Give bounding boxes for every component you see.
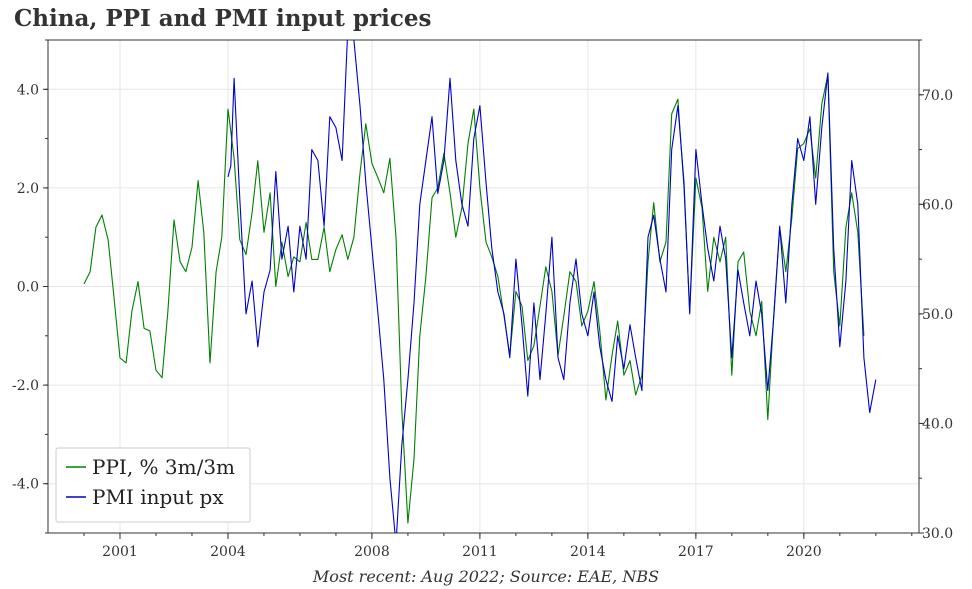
chart-title: China, PPI and PMI input prices	[14, 5, 432, 32]
y-left-tick-label: -2.0	[12, 378, 39, 394]
axis-ticks: 2001 2004 2008 2011 2014 2017 2020 -4.0 -2.0 0.0 2…	[12, 39, 953, 560]
legend: PPI, % 3m/3m PMI input px	[55, 447, 251, 523]
series-line-ppi	[83, 73, 865, 524]
y-left-tick-label: 2.0	[17, 181, 39, 197]
x-tick-label: 2011	[462, 544, 498, 560]
legend-label-ppi: PPI, % 3m/3m	[92, 455, 235, 479]
y-right-tick-label: 30.0	[922, 526, 953, 542]
legend-box	[55, 447, 251, 523]
x-tick-label: 2008	[354, 544, 390, 560]
x-tick-label: 2001	[102, 544, 138, 560]
y-left-tick-label: 0.0	[17, 280, 39, 296]
series-lines	[83, 40, 877, 533]
chart-footer: Most recent: Aug 2022; Source: EAE, NBS	[312, 567, 659, 586]
series-line-pmi	[227, 40, 877, 533]
x-tick-label: 2020	[786, 544, 822, 560]
y-left-tick-label: 4.0	[17, 82, 39, 98]
x-tick-label: 2004	[210, 544, 246, 560]
y-right-tick-label: 60.0	[922, 197, 953, 213]
y-right-tick-label: 50.0	[922, 307, 953, 323]
legend-label-pmi: PMI input px	[92, 485, 224, 509]
x-tick-label: 2014	[570, 544, 606, 560]
y-right-tick-label: 40.0	[922, 416, 953, 432]
x-tick-label: 2017	[678, 544, 714, 560]
y-right-tick-label: 70.0	[922, 88, 953, 104]
y-left-tick-label: -4.0	[12, 477, 39, 493]
